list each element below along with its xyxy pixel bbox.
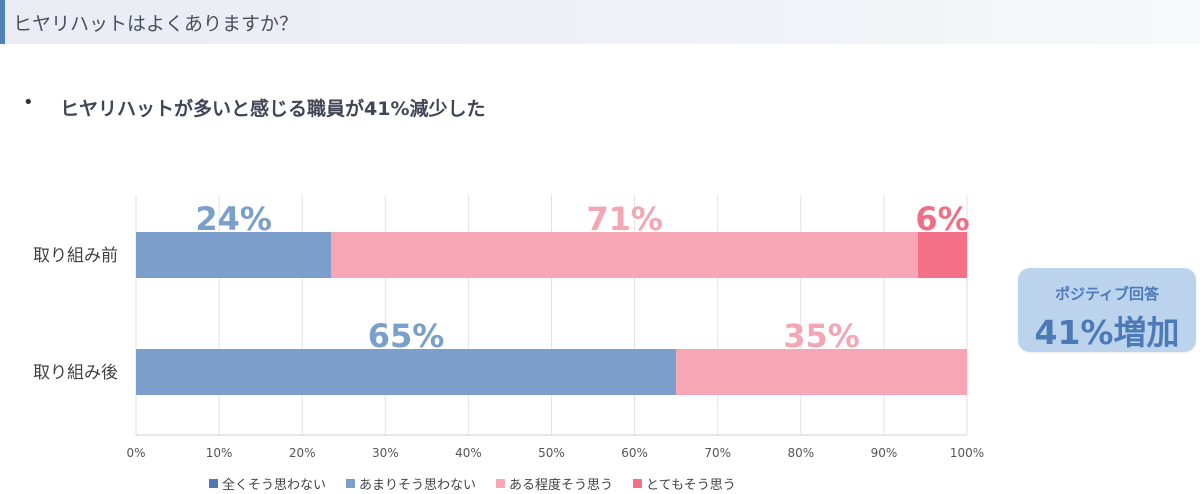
legend-swatch: [496, 479, 506, 488]
page-title: ヒヤリハットはよくありますか？: [13, 13, 299, 35]
legend-item: あまりそう思わない: [346, 474, 476, 493]
x-tick-label: 90%: [871, 446, 898, 460]
data-label: 24%: [195, 200, 272, 238]
x-tick-label: 30%: [372, 446, 399, 460]
category-label: 取り組み前: [33, 246, 118, 266]
bar-segment: [136, 232, 332, 278]
legend-item: 全くそう思わない: [209, 474, 326, 493]
legend-swatch: [346, 479, 356, 488]
chart-legend: 全くそう思わない あまりそう思わない ある程度そう思う とてもそう思う: [209, 474, 756, 493]
legend-label: あまりそう思わない: [359, 478, 477, 493]
x-tick-label: 100%: [950, 446, 984, 460]
header-accent: [0, 0, 5, 44]
data-label: 65%: [368, 317, 445, 355]
bullet-text: ヒヤリハットが多いと感じる職員が41%減少した: [60, 98, 486, 120]
legend-label: 全くそう思わない: [222, 478, 327, 493]
badge-value: 41%増加: [1034, 313, 1180, 352]
x-tick-label: 0%: [126, 446, 145, 460]
data-label: 71%: [586, 200, 663, 238]
x-tick-label: 40%: [455, 446, 482, 460]
header-bar: ヒヤリハットはよくありますか？: [0, 0, 1200, 44]
bar-segment: [136, 349, 677, 395]
bar-segment: [917, 232, 967, 278]
x-tick-label: 60%: [621, 446, 648, 460]
x-tick-label: 50%: [538, 446, 565, 460]
bullet-marker: •: [23, 92, 34, 113]
bar-segment: [331, 232, 918, 278]
x-tick-label: 70%: [704, 446, 731, 460]
legend-label: ある程度そう思う: [509, 478, 614, 493]
x-tick-label: 80%: [787, 446, 814, 460]
legend-swatch: [633, 479, 643, 488]
legend-swatch: [209, 479, 218, 488]
legend-label: とてもそう思う: [646, 478, 736, 493]
x-tick-label: 10%: [206, 446, 233, 460]
category-label: 取り組み後: [33, 363, 118, 383]
positive-response-badge: ポジティブ回答 41%増加: [1018, 268, 1196, 352]
data-label: 6%: [915, 200, 969, 238]
badge-caption: ポジティブ回答: [1054, 285, 1160, 303]
legend-item: とてもそう思う: [633, 474, 736, 493]
legend-item: ある程度そう思う: [496, 474, 613, 493]
data-label: 35%: [783, 317, 860, 355]
x-tick-label: 20%: [289, 446, 316, 460]
bar-segment: [676, 349, 967, 395]
